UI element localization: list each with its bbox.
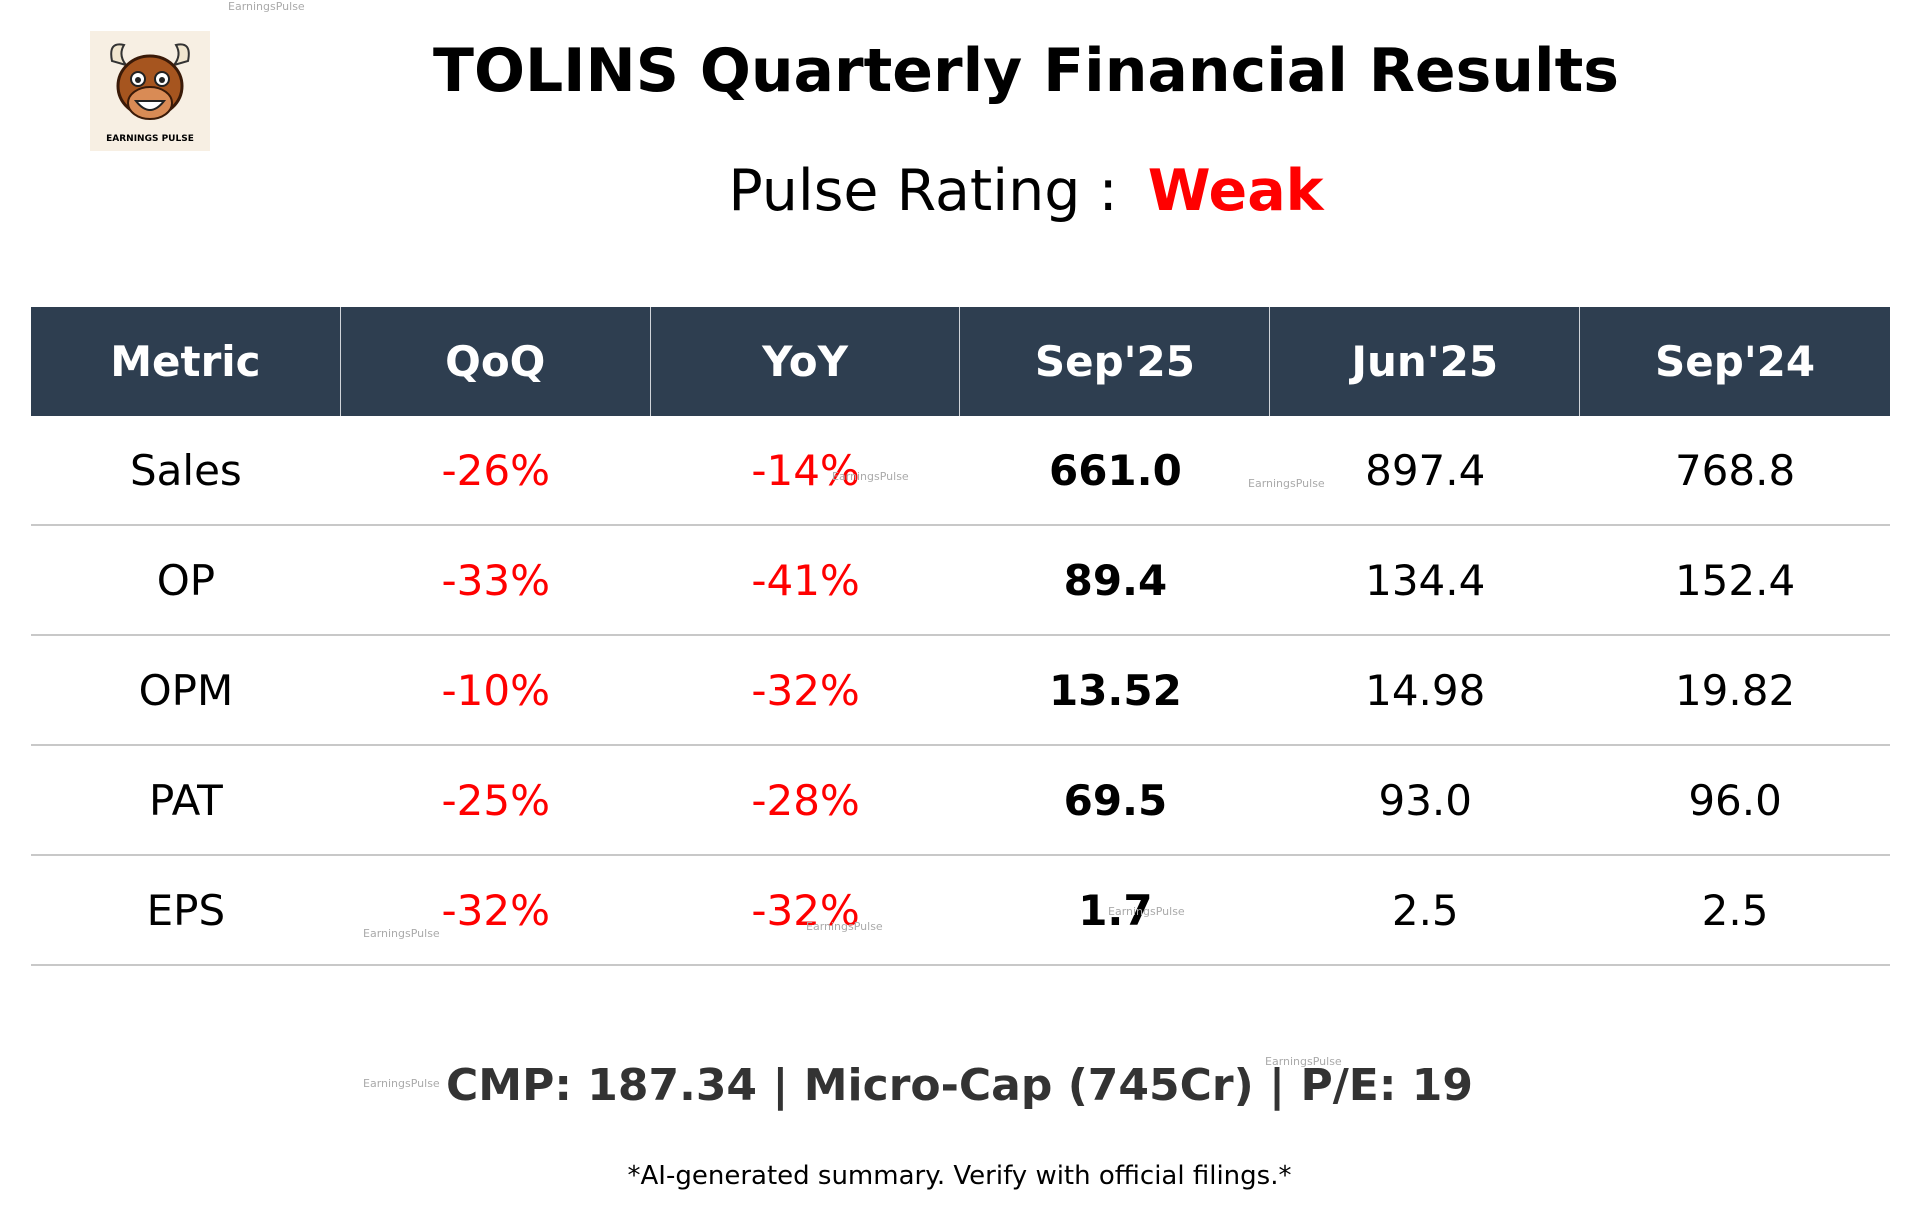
column-header: QoQ (341, 307, 651, 416)
logo: EARNINGS PULSE (90, 31, 210, 151)
table-cell: 897.4 (1365, 445, 1486, 495)
title: TOLINS Quarterly Financial Results (433, 36, 1619, 106)
table-cell: -26% (441, 445, 550, 495)
table-cell: OP (156, 555, 216, 605)
table-cell: -32% (441, 885, 550, 935)
table-row: PAT -25% -28% 69.5 93.0 96.0 (31, 746, 1890, 856)
table-cell: 13.52 (1048, 665, 1182, 715)
watermark: EarningsPulse (1108, 905, 1185, 918)
rating-row: Pulse Rating : Weak (0, 156, 1919, 226)
table-cell: -28% (751, 775, 860, 825)
table-cell: 2.5 (1701, 885, 1769, 935)
disclaimer: *AI-generated summary. Verify with offic… (627, 1161, 1292, 1191)
column-header: Metric (31, 307, 341, 416)
column-header: Sep'25 (961, 307, 1271, 416)
table-cell: -32% (751, 885, 860, 935)
table-cell: 661.0 (1048, 445, 1182, 495)
logo-text: EARNINGS PULSE (106, 134, 194, 144)
rating: Weak (1147, 158, 1324, 224)
table-cell: 14.98 (1365, 665, 1486, 715)
column-header: YoY (651, 307, 961, 416)
table-cell: 96.0 (1688, 775, 1782, 825)
watermark: EarningsPulse (1265, 1055, 1342, 1068)
table-cell: 89.4 (1063, 555, 1168, 605)
results-table: Metric QoQ YoY Sep'25 Jun'25 Sep'24 Sales -26% -… (31, 307, 1890, 966)
table-cell: 1.7 (1078, 885, 1153, 935)
table-cell: -32% (751, 665, 860, 715)
watermark: EarningsPulse (806, 920, 883, 933)
table-row: Sales -26% -14% 661.0 897.4 768.8 (31, 416, 1890, 526)
table-cell: 134.4 (1365, 555, 1486, 605)
table-row: OPM -10% -32% 13.52 14.98 19.82 (31, 636, 1890, 746)
table-cell: 2.5 (1391, 885, 1459, 935)
watermark: EarningsPulse (363, 1077, 440, 1090)
column-header: Jun'25 (1270, 307, 1581, 416)
watermark: EarningsPulse (363, 927, 440, 940)
table-cell: 93.0 (1378, 775, 1472, 825)
table-cell: -33% (441, 555, 550, 605)
watermark: EarningsPulse (228, 0, 305, 13)
table-cell: 152.4 (1674, 555, 1796, 605)
table-cell: EPS (146, 885, 226, 935)
table-cell: -25% (441, 775, 550, 825)
table-cell: 19.82 (1674, 665, 1796, 715)
column-header: Sep'24 (1655, 337, 1816, 386)
table-cell: -14% (751, 445, 860, 495)
table-cell: PAT (149, 775, 223, 825)
table-cell: OPM (138, 665, 234, 715)
rating-label: Pulse Rating : (728, 158, 1118, 224)
header-row: Metric QoQ YoY Sep'25 Jun'25 Sep'24 (31, 307, 1890, 416)
table-cell: 69.5 (1063, 775, 1168, 825)
table-row: EPS -32% -32% 1.7 2.5 2.5 (31, 856, 1890, 966)
table-cell: Sales (130, 445, 242, 495)
table-row: OP -33% -41% 89.4 134.4 152.4 (31, 526, 1890, 636)
table-cell: 768.8 (1674, 445, 1796, 495)
table-cell: -10% (441, 665, 550, 715)
watermark: EarningsPulse (1248, 477, 1325, 490)
summary: CMP: 187.34 | Micro-Cap (745Cr) | P/E: 1… (446, 1060, 1473, 1111)
watermark: EarningsPulse (832, 470, 909, 483)
table-cell: -41% (751, 555, 860, 605)
